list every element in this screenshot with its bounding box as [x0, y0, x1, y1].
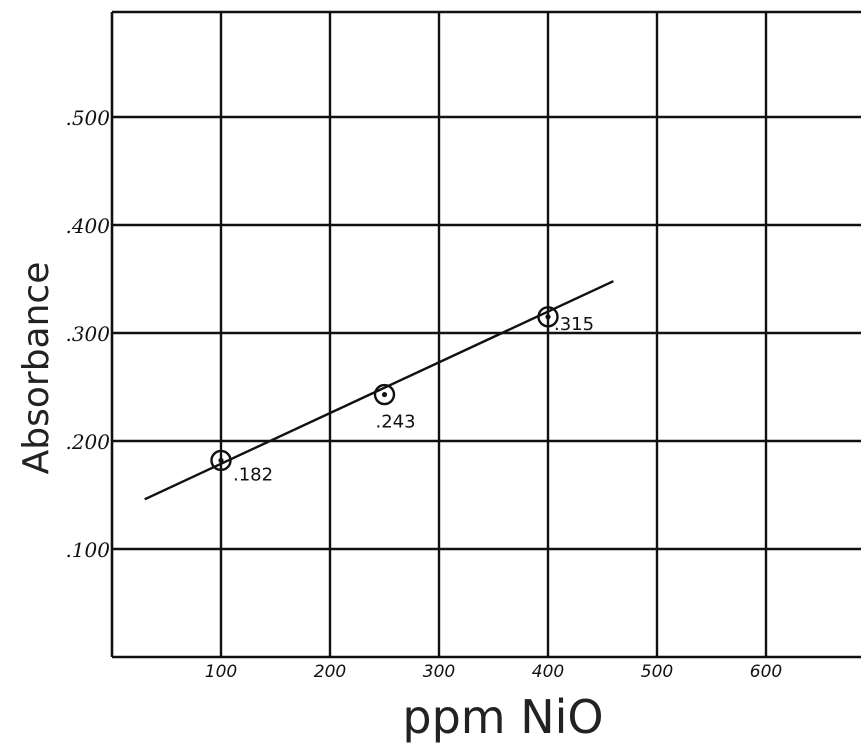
data-point — [218, 457, 224, 464]
x-tick-label: 600 — [750, 662, 782, 682]
chart-grid — [112, 12, 861, 657]
x-axis-ticks: 100 200 300 400 500 600 — [205, 662, 782, 682]
y-tick-label: .300 — [65, 322, 110, 346]
data-point — [545, 314, 551, 320]
fit-line — [144, 280, 614, 501]
y-axis-label: Absorbance — [16, 262, 57, 475]
y-tick-label: .500 — [65, 106, 110, 130]
data-point-label: .182 — [233, 464, 273, 485]
data-point-marker — [537, 306, 559, 328]
data-point-label: .315 — [554, 314, 594, 335]
fit-line-group — [144, 280, 614, 501]
x-tick-label: 400 — [532, 662, 564, 682]
x-axis-label: ppm NiO — [402, 690, 603, 744]
x-tick-label: 200 — [314, 662, 346, 682]
data-point-marker — [210, 449, 232, 472]
data-point-marker — [373, 383, 396, 406]
x-tick-label: 100 — [205, 662, 237, 682]
y-tick-label: .100 — [65, 538, 110, 562]
data-point — [381, 391, 388, 398]
x-tick-label: 300 — [423, 662, 455, 682]
y-tick-label: .400 — [65, 214, 110, 238]
chart-axes — [110, 10, 861, 659]
data-point-label: .243 — [376, 412, 416, 433]
x-tick-label: 500 — [641, 662, 673, 682]
y-tick-label: .200 — [65, 430, 110, 454]
data-points: .182 .243 .315 — [210, 306, 594, 485]
y-axis-ticks: .100 .200 .300 .400 .500 — [65, 106, 110, 562]
